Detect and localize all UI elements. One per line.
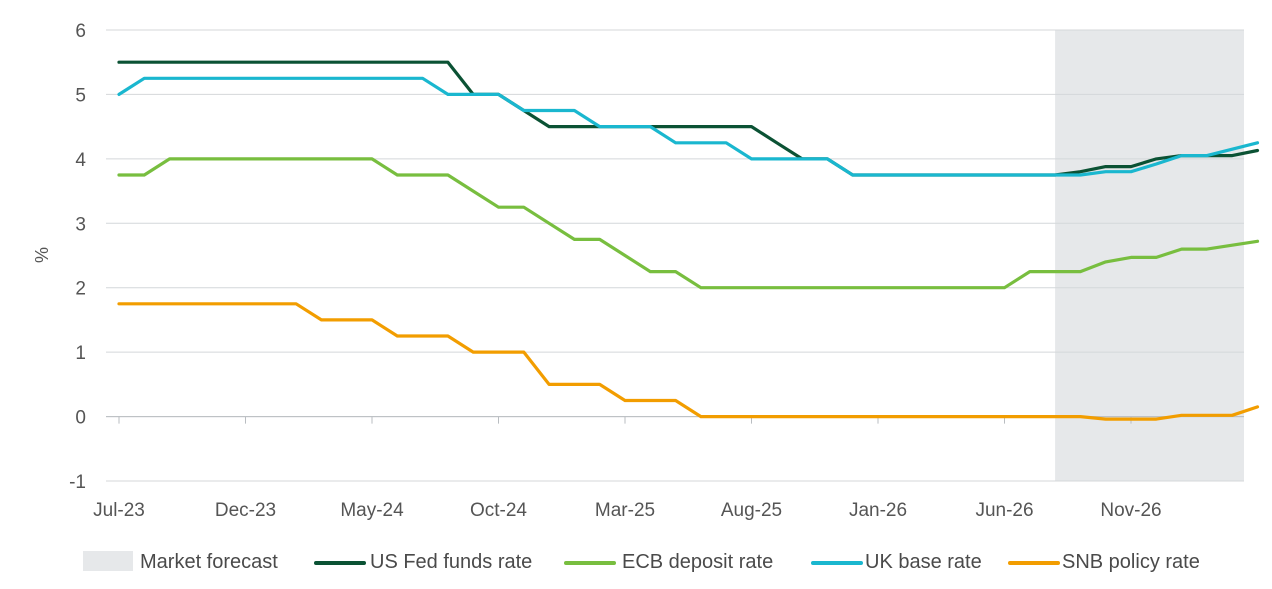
snb-policy-rate-line xyxy=(117,302,1260,421)
x-tick-label: Jul-23 xyxy=(93,500,145,521)
legend-label-ecb-deposit-rate: ECB deposit rate xyxy=(622,551,773,573)
x-tick-label: Dec-23 xyxy=(215,500,276,521)
x-tick-label: Mar-25 xyxy=(595,500,655,521)
uk-base-rate-line xyxy=(117,76,1260,177)
y-tick-label: 0 xyxy=(75,408,86,429)
y-tick-label: -1 xyxy=(69,472,86,493)
x-tick-label: Jun-26 xyxy=(975,500,1033,521)
y-axis: -1 0 1 2 3 4 5 6 xyxy=(69,21,86,493)
legend-swatch-market-forecast xyxy=(83,551,133,571)
x-tick-label: May-24 xyxy=(340,500,404,521)
market-forecast-band xyxy=(1055,30,1244,481)
y-axis-title: % xyxy=(32,247,52,263)
y-tick-label: 1 xyxy=(75,343,86,364)
y-tick-label: 5 xyxy=(75,85,86,106)
legend-label-snb-policy-rate: SNB policy rate xyxy=(1062,551,1200,573)
legend-label-us-fed-funds-rate: US Fed funds rate xyxy=(370,551,532,573)
x-tick-label: Nov-26 xyxy=(1100,500,1161,521)
x-tick-label: Aug-25 xyxy=(721,500,782,521)
legend-label-market-forecast: Market forecast xyxy=(140,551,278,573)
ecb-deposit-rate-line xyxy=(117,157,1260,290)
y-tick-label: 2 xyxy=(75,279,86,300)
legend: Market forecast US Fed funds rate ECB depo… xyxy=(83,551,1200,573)
us-fed-funds-rate-line xyxy=(117,60,1260,177)
legend-label-uk-base-rate: UK base rate xyxy=(865,551,982,573)
y-tick-label: 6 xyxy=(75,21,86,42)
y-tick-label: 3 xyxy=(75,214,86,235)
x-axis: Jul-23 Dec-23 May-24 Oct-24 Mar-25 Aug-25 Jan-… xyxy=(93,416,1244,521)
series-lines xyxy=(117,60,1260,421)
x-tick-label: Jan-26 xyxy=(849,500,907,521)
x-tick-label: Oct-24 xyxy=(470,500,527,521)
y-tick-label: 4 xyxy=(75,150,86,171)
